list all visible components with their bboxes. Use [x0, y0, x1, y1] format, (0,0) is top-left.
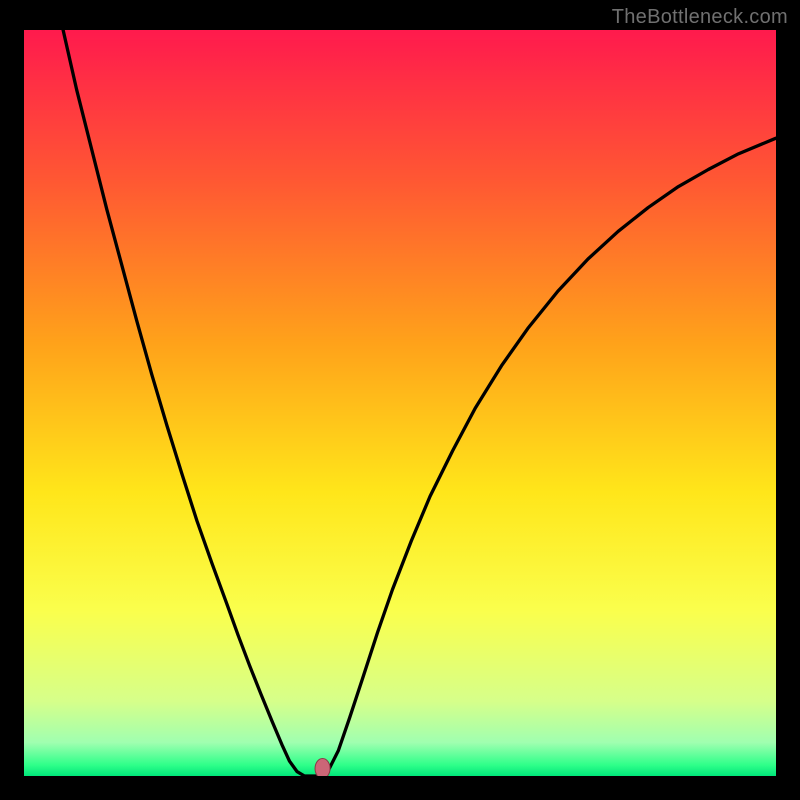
plot-frame [24, 30, 776, 776]
watermark-text: TheBottleneck.com [612, 6, 788, 29]
figure-container: TheBottleneck.com [0, 0, 800, 800]
gradient-background [24, 30, 776, 776]
